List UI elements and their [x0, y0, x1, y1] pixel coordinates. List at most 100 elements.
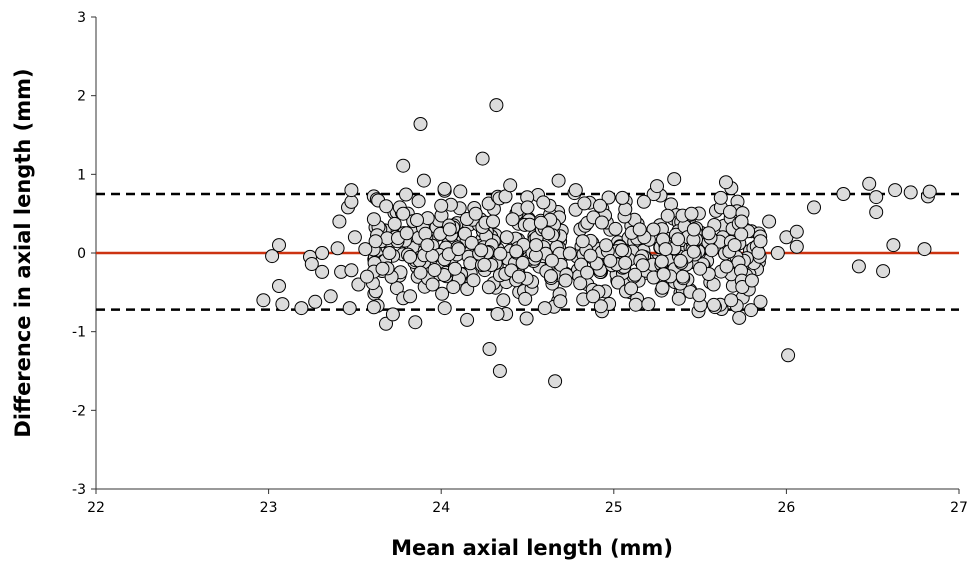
- scatter-point: [446, 280, 461, 295]
- scatter-point: [635, 258, 650, 273]
- scatter-point: [344, 194, 359, 209]
- scatter-point: [396, 206, 411, 221]
- scatter-point: [548, 374, 563, 389]
- scatter-point: [628, 267, 642, 282]
- scatter-point: [275, 297, 290, 312]
- scatter-point: [673, 253, 688, 268]
- scatter-point: [466, 273, 481, 288]
- scatter-point: [789, 239, 804, 254]
- x-tick-label: 24: [432, 500, 450, 516]
- scatter-point: [724, 293, 739, 308]
- scatter-point: [573, 276, 588, 291]
- y-tick-label: -1: [72, 325, 86, 341]
- scatter-point: [686, 222, 701, 237]
- scatter-point: [615, 243, 629, 258]
- scatter-point: [789, 224, 804, 239]
- scatter-point: [601, 190, 616, 205]
- scatter-point: [411, 194, 426, 209]
- scatter-point: [575, 234, 590, 249]
- scatter-point: [342, 301, 357, 316]
- scatter-point: [594, 215, 609, 230]
- x-tick-label: 25: [605, 500, 623, 516]
- scatter-point: [770, 246, 785, 260]
- data-points: [256, 98, 937, 389]
- scatter-point: [723, 204, 737, 219]
- scatter-point: [671, 291, 686, 306]
- scatter-point: [366, 212, 381, 227]
- scatter-point: [667, 172, 682, 187]
- scatter-point: [693, 261, 708, 276]
- scatter-point: [632, 222, 647, 237]
- scatter-point: [781, 348, 796, 363]
- scatter-point: [418, 226, 433, 241]
- scatter-point: [308, 294, 323, 309]
- y-tick-label: 2: [77, 89, 86, 105]
- scatter-point: [611, 275, 625, 290]
- x-tick-label: 23: [260, 500, 278, 516]
- scatter-point: [553, 294, 568, 309]
- x-tick-label: 26: [777, 500, 795, 516]
- scatter-point: [615, 190, 630, 205]
- scatter-point: [660, 208, 675, 223]
- scatter-point: [568, 183, 583, 198]
- scatter-point: [650, 179, 664, 194]
- scatter-point: [437, 301, 452, 316]
- scatter-point: [753, 294, 768, 309]
- scatter-point: [734, 214, 749, 229]
- scatter-point: [408, 315, 423, 330]
- scatter-point: [379, 199, 394, 214]
- scatter-point: [529, 238, 544, 253]
- scatter-point: [686, 244, 701, 259]
- scatter-point: [922, 184, 937, 199]
- scatter-point: [753, 234, 768, 249]
- scatter-point: [464, 235, 479, 250]
- scatter-point: [719, 175, 733, 190]
- scatter-point: [344, 263, 359, 278]
- scatter-point: [671, 232, 685, 247]
- scatter-point: [382, 246, 397, 260]
- scatter-point: [719, 259, 734, 274]
- x-axis-title: Mean axial length (mm): [391, 536, 673, 560]
- y-tick-label: 0: [77, 246, 86, 262]
- scatter-point: [624, 281, 639, 296]
- scatter-point: [492, 364, 507, 378]
- scatter-point: [265, 249, 280, 264]
- y-tick-label: 3: [77, 10, 86, 26]
- scatter-point: [434, 198, 449, 213]
- scatter-point: [396, 158, 411, 173]
- scatter-point: [744, 273, 759, 288]
- scatter-point: [558, 273, 573, 288]
- scatter-point: [518, 291, 533, 306]
- scatter-point: [511, 269, 526, 284]
- scatter-point: [403, 289, 418, 304]
- scatter-point: [482, 342, 497, 356]
- scatter-point: [294, 301, 309, 316]
- y-tick-label: -3: [72, 482, 86, 498]
- scatter-point: [389, 281, 404, 296]
- scatter-point: [475, 151, 490, 166]
- scatter-point: [448, 261, 462, 276]
- scatter-point: [416, 173, 431, 188]
- y-tick-label: 1: [77, 167, 86, 183]
- scatter-point: [593, 299, 608, 314]
- scatter-point: [519, 311, 534, 326]
- scatter-point: [735, 280, 750, 294]
- scatter-point: [427, 263, 442, 277]
- scatter-point: [713, 190, 728, 205]
- scatter-point: [403, 249, 418, 264]
- scatter-point: [272, 279, 286, 293]
- scatter-point: [692, 288, 707, 303]
- scatter-point: [869, 205, 884, 220]
- scatter-point: [583, 248, 598, 263]
- scatter-point: [851, 259, 866, 274]
- scatter-point: [366, 300, 381, 315]
- scatter-point: [315, 246, 330, 260]
- scatter-point: [628, 297, 643, 312]
- scatter-point: [704, 243, 719, 258]
- scatter-point: [836, 187, 851, 201]
- scatter-point: [474, 243, 489, 258]
- scatter-point: [442, 222, 457, 237]
- scatter-point: [886, 238, 901, 253]
- scatter-point: [656, 267, 671, 282]
